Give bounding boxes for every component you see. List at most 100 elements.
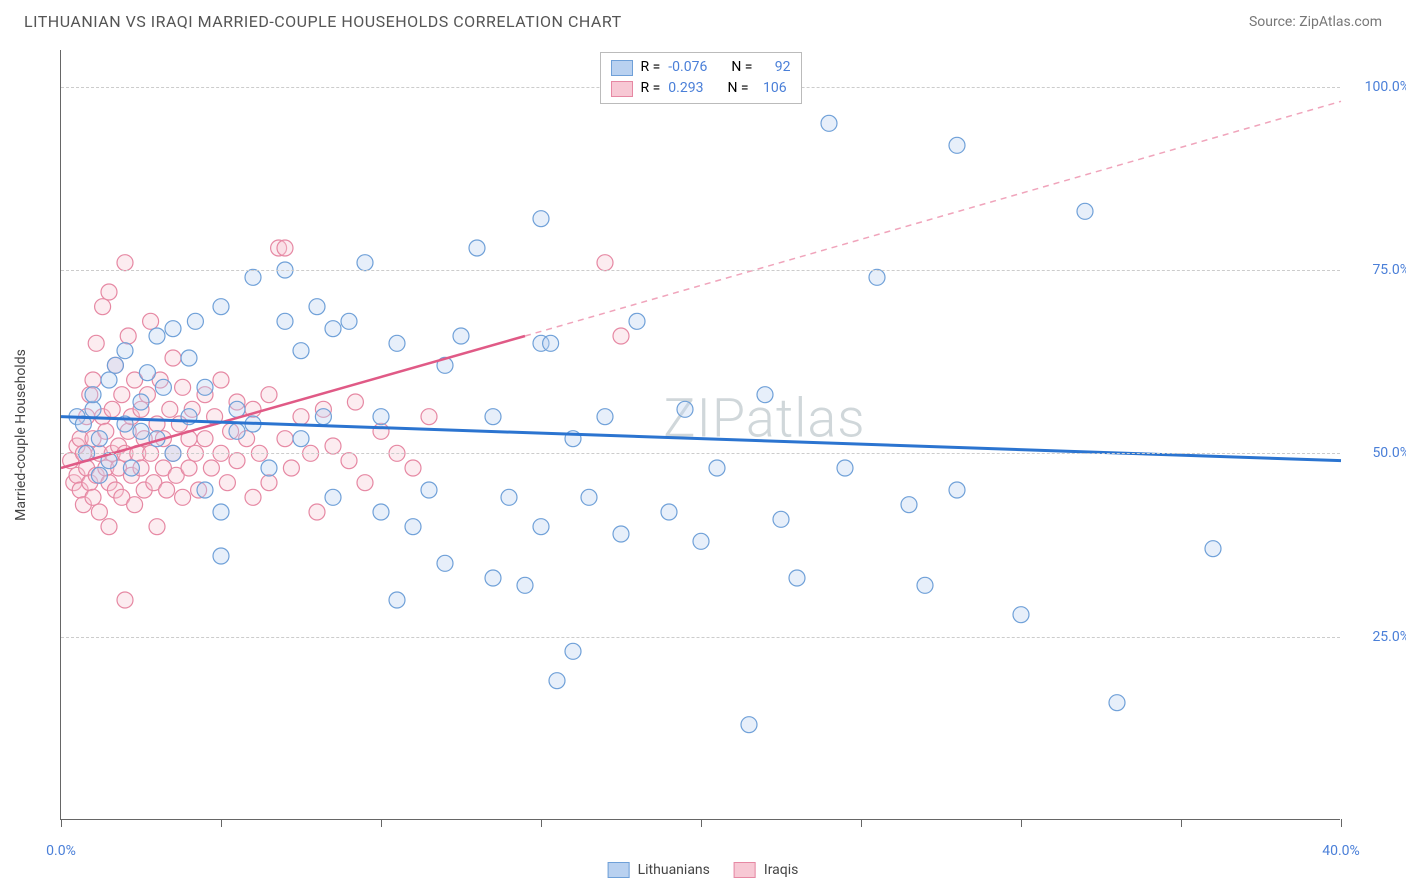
- data-point: [101, 284, 117, 300]
- data-point: [197, 431, 213, 447]
- data-point: [533, 519, 549, 535]
- data-point: [485, 570, 501, 586]
- chart-title: LITHUANIAN VS IRAQI MARRIED-COUPLE HOUSE…: [24, 12, 622, 31]
- data-point: [485, 409, 501, 425]
- data-point: [229, 423, 245, 439]
- y-tick-label: 100.0%: [1350, 79, 1406, 95]
- data-point: [165, 350, 181, 366]
- data-point: [693, 533, 709, 549]
- data-point: [347, 394, 363, 410]
- legend-swatch-iraqis: [734, 862, 756, 878]
- legend-row: R = -0.076 N = 92: [611, 57, 791, 78]
- data-point: [175, 489, 191, 505]
- data-point: [1109, 695, 1125, 711]
- regression-line-iraqis-extrapolated: [525, 101, 1341, 336]
- data-point: [315, 409, 331, 425]
- data-point: [143, 313, 159, 329]
- data-point: [197, 482, 213, 498]
- legend-label: Lithuanians: [638, 862, 710, 878]
- data-point: [85, 489, 101, 505]
- legend-label: Iraqis: [764, 862, 798, 878]
- x-tick: [701, 819, 702, 827]
- x-tick: [861, 819, 862, 827]
- data-point: [869, 269, 885, 285]
- data-point: [283, 460, 299, 476]
- data-point: [517, 577, 533, 593]
- data-point: [101, 519, 117, 535]
- data-point: [293, 431, 309, 447]
- data-point: [661, 504, 677, 520]
- data-point: [91, 504, 107, 520]
- data-point: [213, 372, 229, 388]
- data-point: [229, 401, 245, 417]
- data-point: [325, 489, 341, 505]
- y-tick-label: 50.0%: [1350, 445, 1406, 461]
- data-point: [293, 343, 309, 359]
- data-point: [357, 475, 373, 491]
- data-point: [85, 372, 101, 388]
- data-point: [127, 497, 143, 513]
- data-point: [149, 328, 165, 344]
- y-tick-label: 75.0%: [1350, 262, 1406, 278]
- data-point: [405, 460, 421, 476]
- data-point: [325, 438, 341, 454]
- legend-item-iraqis: Iraqis: [734, 862, 798, 878]
- data-point: [789, 570, 805, 586]
- y-axis-title: Married-couple Households: [13, 349, 29, 521]
- data-point: [837, 460, 853, 476]
- data-point: [543, 335, 559, 351]
- data-point: [277, 431, 293, 447]
- data-point: [120, 328, 136, 344]
- data-point: [949, 137, 965, 153]
- data-point: [373, 409, 389, 425]
- correlation-legend-box: R = -0.076 N = 92 R = 0.293 N = 106: [600, 52, 802, 104]
- n-label: N =: [727, 78, 748, 99]
- n-value-iraqis: 106: [757, 78, 787, 99]
- data-point: [139, 365, 155, 381]
- data-point: [197, 379, 213, 395]
- data-point: [213, 504, 229, 520]
- gridline: [61, 637, 1340, 638]
- data-point: [597, 409, 613, 425]
- data-point: [245, 489, 261, 505]
- legend-swatch-iraqis: [611, 81, 633, 97]
- source-label: Source:: [1249, 14, 1299, 30]
- data-point: [277, 313, 293, 329]
- data-point: [261, 387, 277, 403]
- data-point: [757, 387, 773, 403]
- data-point: [741, 717, 757, 733]
- data-point: [123, 460, 139, 476]
- data-point: [187, 313, 203, 329]
- data-point: [107, 357, 123, 373]
- data-point: [405, 519, 421, 535]
- data-point: [421, 409, 437, 425]
- data-point: [373, 504, 389, 520]
- data-point: [133, 423, 149, 439]
- gridline: [61, 270, 1340, 271]
- data-point: [181, 350, 197, 366]
- data-point: [437, 555, 453, 571]
- data-point: [229, 453, 245, 469]
- data-point: [389, 592, 405, 608]
- data-point: [1013, 607, 1029, 623]
- data-point: [203, 460, 219, 476]
- data-point: [341, 313, 357, 329]
- data-point: [117, 343, 133, 359]
- data-point: [245, 269, 261, 285]
- x-tick: [221, 819, 222, 827]
- data-point: [88, 335, 104, 351]
- n-value-lithuanians: 92: [761, 57, 791, 78]
- source-value: ZipAtlas.com: [1299, 14, 1382, 30]
- r-label: R =: [641, 78, 661, 99]
- x-tick: [1341, 819, 1342, 827]
- y-tick-label: 25.0%: [1350, 629, 1406, 645]
- data-point: [565, 643, 581, 659]
- r-value-iraqis: 0.293: [668, 78, 703, 99]
- data-point: [549, 673, 565, 689]
- chart-plot-area: Married-couple Households R = -0.076 N =…: [60, 50, 1340, 820]
- data-point: [613, 328, 629, 344]
- data-point: [597, 255, 613, 271]
- data-point: [309, 504, 325, 520]
- data-point: [949, 482, 965, 498]
- data-point: [533, 211, 549, 227]
